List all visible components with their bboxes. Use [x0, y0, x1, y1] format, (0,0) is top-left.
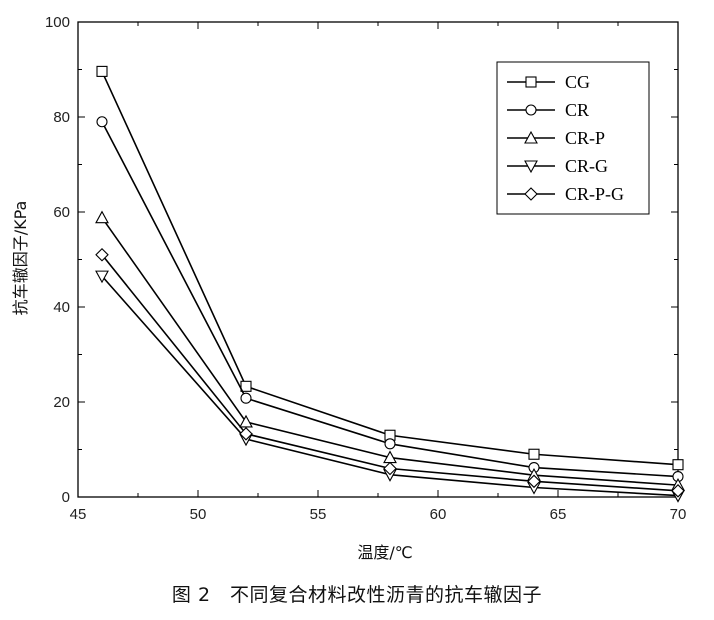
legend-marker — [525, 76, 537, 88]
x-tick-label: 65 — [550, 506, 567, 523]
y-axis-title: 抗车辙因子/KPa — [11, 201, 30, 316]
legend-item: CG — [507, 72, 590, 92]
x-axis-title: 温度/℃ — [357, 543, 412, 562]
legend-item: CR — [507, 100, 589, 120]
data-point — [528, 448, 540, 460]
x-tick-label: 70 — [670, 506, 687, 523]
legend-item: CR-P — [507, 128, 605, 148]
data-point — [95, 247, 109, 262]
series-cg — [96, 65, 684, 471]
axes: 45 50 55 60 65 70 0 20 40 60 80 100 — [45, 14, 686, 523]
legend-marker — [525, 104, 537, 116]
series-cr-p-g — [95, 247, 685, 498]
legend-label: CR-G — [565, 156, 608, 176]
figure-caption: 图 2 不同复合材料改性沥青的抗车辙因子 — [171, 584, 543, 606]
x-tick-label: 45 — [70, 506, 87, 523]
data-point — [671, 484, 685, 498]
legend: CG CR CR-P CR-G CR-P-G — [496, 61, 650, 215]
legend-item: CR-P-G — [507, 184, 624, 204]
data-point — [239, 427, 253, 441]
legend-label: CR-P-G — [565, 184, 624, 204]
y-tick-label: 80 — [53, 109, 70, 126]
legend-marker — [524, 160, 538, 174]
legend-label: CR-P — [565, 128, 605, 148]
data-point — [672, 459, 684, 471]
y-tick-label: 100 — [45, 14, 70, 31]
series-layer — [95, 65, 685, 503]
x-tick-label: 50 — [190, 506, 207, 523]
data-point — [240, 380, 252, 392]
y-tick-label: 60 — [53, 204, 70, 221]
legend-label: CR — [565, 100, 589, 120]
x-tick-label: 60 — [430, 506, 447, 523]
data-point — [384, 438, 396, 450]
x-tick-label: 55 — [310, 506, 327, 523]
data-point — [95, 210, 109, 224]
data-point — [240, 392, 252, 404]
data-point — [96, 116, 108, 128]
data-point — [95, 270, 109, 284]
legend-item: CR-G — [507, 156, 608, 176]
data-point — [527, 474, 541, 489]
line-chart: 45 50 55 60 65 70 0 20 40 60 80 100 CG CR CR-P CR-G CR-… — [11, 14, 686, 562]
legend-box — [496, 61, 650, 215]
data-point — [96, 65, 108, 77]
data-point — [239, 414, 253, 428]
legend-label: CG — [565, 72, 590, 92]
data-point — [383, 461, 397, 476]
legend-marker — [524, 130, 538, 144]
y-tick-label: 40 — [53, 299, 70, 316]
series-cr — [96, 116, 684, 483]
legend-marker — [524, 187, 538, 201]
y-tick-label: 0 — [62, 489, 70, 506]
y-tick-label: 20 — [53, 394, 70, 411]
